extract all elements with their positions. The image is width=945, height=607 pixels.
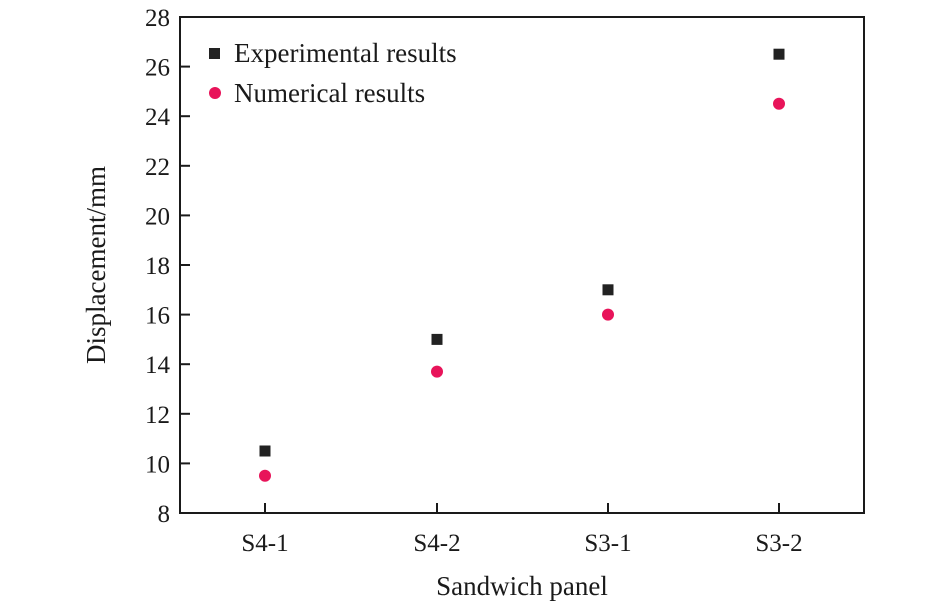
numerical-point bbox=[431, 365, 443, 378]
numerical-point bbox=[773, 97, 785, 110]
numerical-point bbox=[602, 308, 614, 321]
y-tick-label: 8 bbox=[158, 501, 171, 528]
y-axis-title: Displacement/mm bbox=[81, 166, 111, 364]
legend-label-experimental: Experimental results bbox=[234, 38, 457, 68]
data-marks bbox=[259, 48, 785, 482]
x-axis: S4-1 S4-2 S3-1 S3-2 bbox=[241, 503, 803, 557]
x-tick-label: S4-2 bbox=[413, 530, 460, 557]
y-tick-label: 28 bbox=[145, 5, 170, 32]
experimental-point bbox=[259, 445, 271, 457]
y-tick-label: 24 bbox=[145, 104, 171, 131]
y-tick-label: 10 bbox=[145, 451, 170, 478]
y-axis: 8 10 12 14 16 18 20 22 24 26 28 bbox=[145, 5, 190, 528]
experimental-point bbox=[602, 284, 614, 296]
x-axis-title: Sandwich panel bbox=[436, 571, 608, 601]
y-tick-label: 22 bbox=[145, 154, 170, 181]
y-tick-label: 16 bbox=[145, 303, 170, 330]
x-tick-label: S4-1 bbox=[241, 530, 288, 557]
experimental-point bbox=[773, 48, 785, 60]
legend-label-numerical: Numerical results bbox=[234, 78, 425, 108]
y-tick-label: 14 bbox=[145, 352, 171, 379]
legend-marker-experimental bbox=[209, 48, 220, 59]
y-tick-label: 26 bbox=[145, 55, 170, 82]
legend-marker-numerical bbox=[209, 87, 221, 99]
experimental-point bbox=[431, 333, 443, 345]
y-tick-label: 12 bbox=[145, 402, 170, 429]
numerical-point bbox=[259, 469, 271, 482]
y-tick-label: 20 bbox=[145, 203, 170, 230]
y-tick-label: 18 bbox=[145, 253, 170, 280]
x-tick-label: S3-2 bbox=[755, 530, 802, 557]
legend: Experimental results Numerical results bbox=[209, 38, 457, 108]
x-tick-label: S3-1 bbox=[584, 530, 631, 557]
